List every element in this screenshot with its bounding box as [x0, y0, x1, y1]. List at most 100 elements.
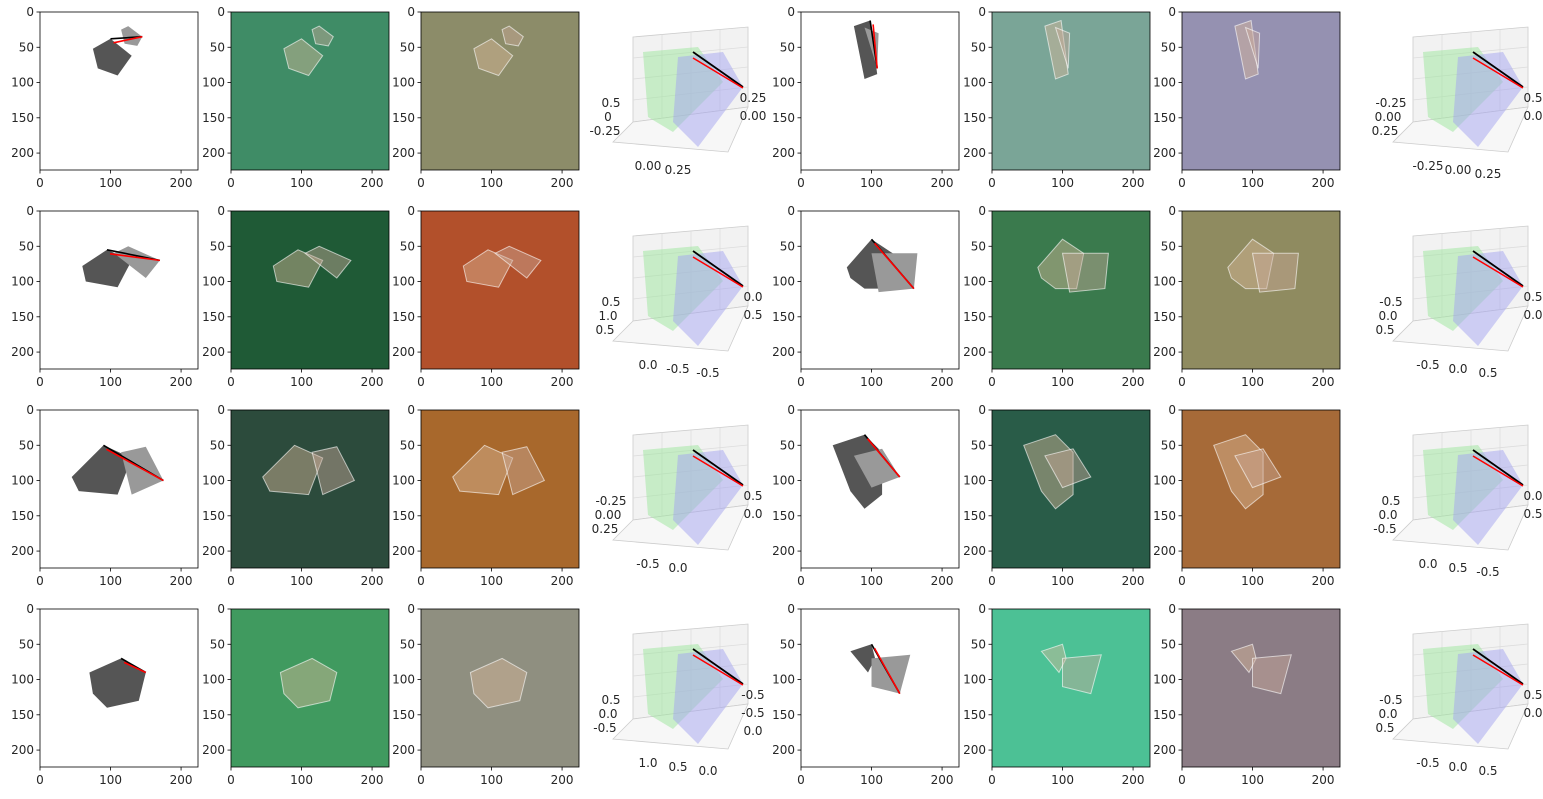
axes-frame [230, 210, 390, 370]
y-tick-label: 100 [392, 673, 415, 687]
axes-frame [39, 210, 199, 370]
x-tick-label: 200 [1312, 574, 1335, 588]
3d-tick-label: -0.5 [1416, 756, 1439, 770]
image-panel: 0 100 200 0 50 100 150 200 [11, 403, 199, 588]
x-tick-label: 200 [551, 176, 574, 190]
x-tick-label: 200 [170, 773, 193, 787]
x-tick-label: 100 [99, 176, 122, 190]
axes-frame [420, 608, 580, 768]
axes-frame [420, 11, 580, 171]
y-tick-label: 150 [202, 111, 225, 125]
image-background [801, 12, 959, 170]
x-tick-label: 100 [1241, 773, 1264, 787]
y-tick-label: 150 [772, 111, 795, 125]
y-tick-label: 0 [787, 602, 795, 616]
y-tick-label: 200 [392, 146, 415, 160]
y-tick-label: 100 [11, 76, 34, 90]
y-tick-label: 0 [26, 5, 34, 19]
x-tick-label: 200 [361, 375, 384, 389]
y-tick-label: 200 [11, 544, 34, 558]
y-tick-label: 150 [11, 111, 34, 125]
x-tick-label: 200 [1122, 176, 1145, 190]
object-shape [1023, 434, 1074, 510]
x-tick-label: 100 [290, 176, 313, 190]
x-tick-label: 200 [170, 574, 193, 588]
3d-tick-label: -0.5 [741, 706, 764, 720]
x-tick-label: 0 [797, 574, 805, 588]
3d-panel: 0.50-0.250.00 0.250.250.00 [589, 26, 766, 177]
3d-panel: -0.250.000.25 -0.5 0.0 0.5 0.0 [592, 424, 763, 575]
x-tick-label: 200 [931, 176, 954, 190]
image-background [1182, 211, 1340, 369]
x-tick-label: 100 [480, 574, 503, 588]
x-tick-label: 100 [99, 773, 122, 787]
y-tick-label: 0 [1168, 204, 1176, 218]
x-tick-label: 200 [361, 574, 384, 588]
y-tick-label: 0 [217, 5, 225, 19]
3d-tick-label: 0.0 [698, 764, 717, 778]
y-tick-label: 100 [202, 76, 225, 90]
object-shape [1044, 448, 1092, 489]
object-shape [1234, 448, 1282, 489]
y-tick-label: 100 [11, 673, 34, 687]
y-tick-label: 200 [202, 345, 225, 359]
x-tick-label: 0 [36, 773, 44, 787]
image-background [231, 211, 389, 369]
3d-tick-label: -0.25 [589, 124, 620, 138]
axes-frame [991, 210, 1151, 370]
pred-line [872, 24, 878, 69]
x-tick-label: 100 [480, 375, 503, 389]
3d-tick-label: 0.0 [1378, 707, 1397, 721]
x-tick-label: 100 [860, 574, 883, 588]
y-tick-label: 200 [392, 345, 415, 359]
axes-frame [230, 608, 390, 768]
pred-line [123, 661, 147, 674]
y-tick-label: 50 [400, 239, 415, 253]
image-panel: 0 100 200 0 50 100 150 200 [392, 403, 580, 588]
y-tick-label: 200 [1153, 345, 1176, 359]
y-tick-label: 0 [217, 403, 225, 417]
object-shape [311, 25, 334, 47]
x-tick-label: 0 [988, 574, 996, 588]
x-tick-label: 0 [417, 574, 425, 588]
axes-frame [800, 409, 960, 569]
3d-tick-label: 0.00 [635, 159, 662, 173]
3d-tick-label: 0.0 [668, 561, 687, 575]
pred-line [692, 57, 744, 89]
y-tick-label: 100 [1153, 673, 1176, 687]
y-tick-label: 150 [1153, 111, 1176, 125]
object-shape [1227, 238, 1275, 290]
y-tick-label: 100 [202, 673, 225, 687]
3d-tick-label: 0.0 [1378, 508, 1397, 522]
y-tick-label: 150 [963, 708, 986, 722]
y-tick-label: 50 [210, 40, 225, 54]
object-shape [82, 249, 132, 288]
x-tick-label: 100 [480, 773, 503, 787]
axes-frame [420, 210, 580, 370]
y-tick-label: 200 [1153, 743, 1176, 757]
pred-line [1472, 654, 1524, 686]
3d-panel: -0.50.00.5-0.5 0.0 0.50.50.0 [1375, 225, 1543, 380]
image-background [421, 211, 579, 369]
y-tick-label: 100 [1153, 275, 1176, 289]
y-tick-label: 200 [1153, 146, 1176, 160]
x-tick-label: 0 [797, 773, 805, 787]
3d-tick-label: 0.25 [665, 163, 692, 177]
x-tick-label: 100 [860, 176, 883, 190]
3d-tick-label: 0.5 [601, 693, 620, 707]
x-tick-label: 0 [227, 176, 235, 190]
x-tick-label: 200 [361, 773, 384, 787]
y-tick-label: 200 [772, 345, 795, 359]
image-panel: 0 100 200 0 50 100 150 200 [392, 602, 580, 787]
y-tick-label: 150 [202, 708, 225, 722]
image-panel: 0 100 200 0 50 100 150 200 [202, 403, 390, 588]
x-tick-label: 0 [227, 773, 235, 787]
image-panel: 0 100 200 0 50 100 150 200 [392, 5, 580, 190]
x-tick-label: 0 [1178, 375, 1186, 389]
image-panel: 0 100 200 0 50 100 150 200 [392, 204, 580, 389]
x-tick-label: 0 [988, 773, 996, 787]
x-tick-label: 100 [1241, 375, 1264, 389]
3d-tick-label: 0.5 [1523, 91, 1542, 105]
image-background [992, 609, 1150, 767]
